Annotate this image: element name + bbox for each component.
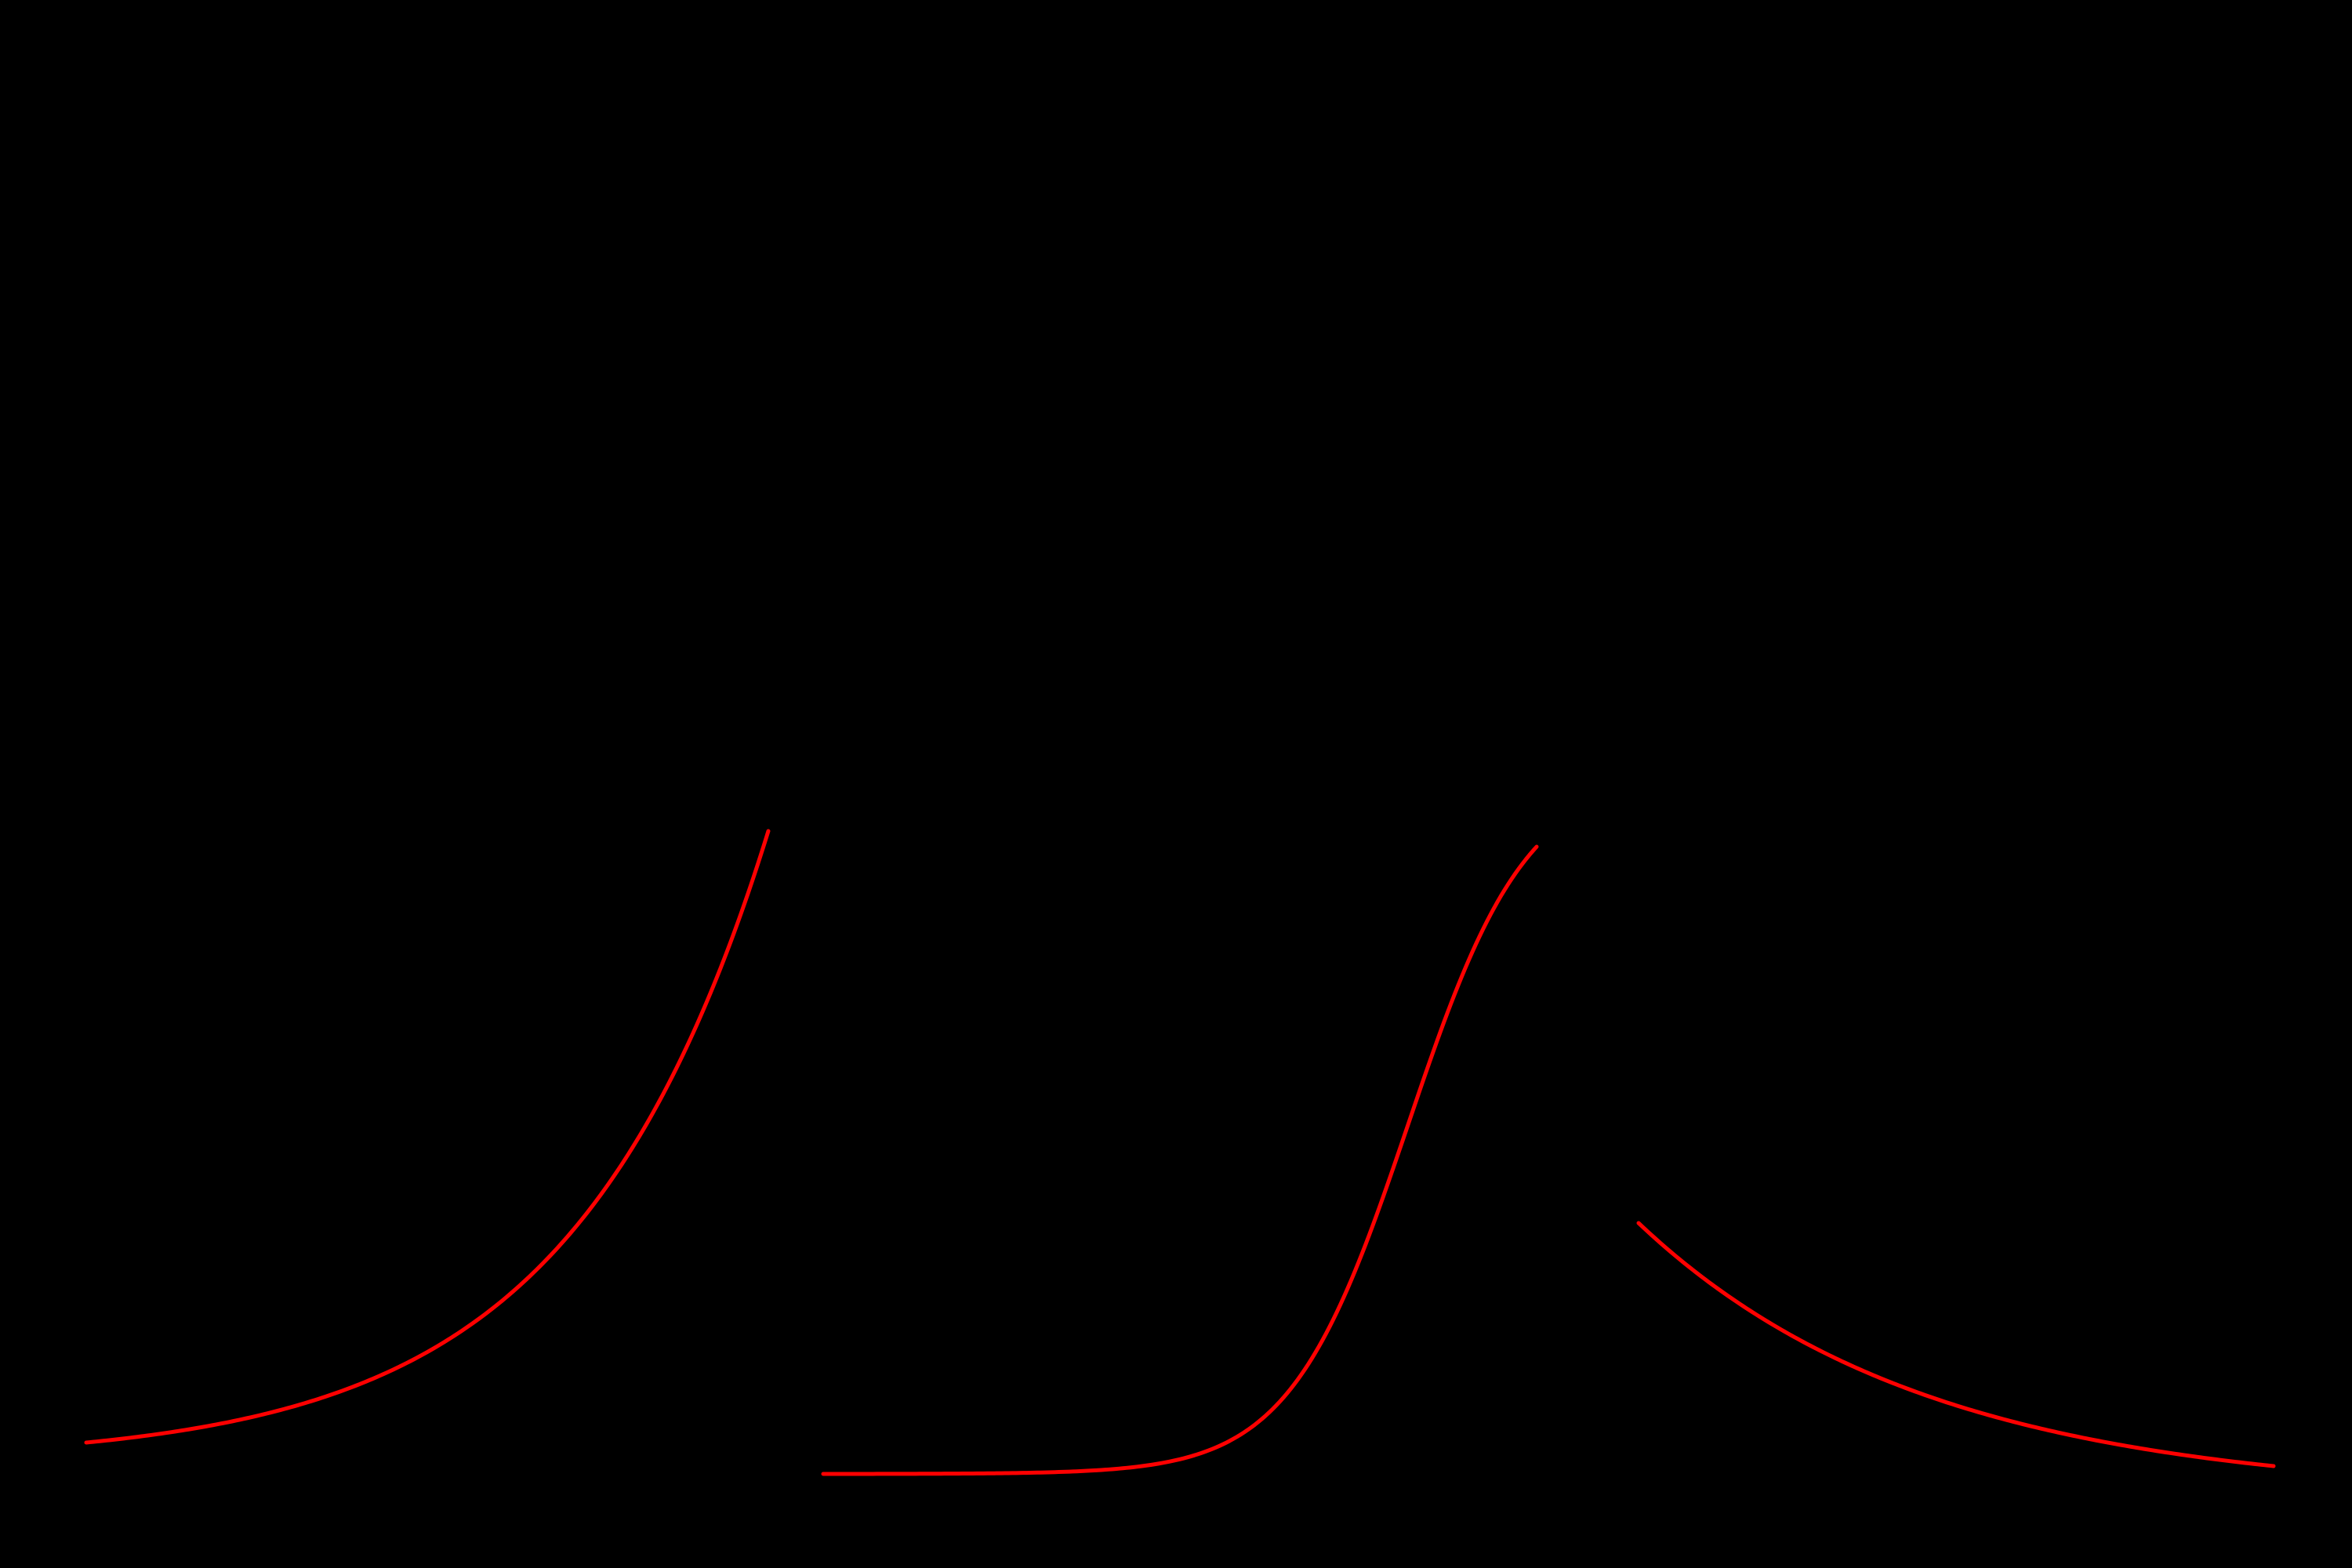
curve-segment-1 xyxy=(823,847,1537,1474)
curve-segment-0 xyxy=(86,831,768,1443)
curve-plot xyxy=(0,0,2352,1568)
curve-segment-2 xyxy=(1639,1223,2274,1466)
